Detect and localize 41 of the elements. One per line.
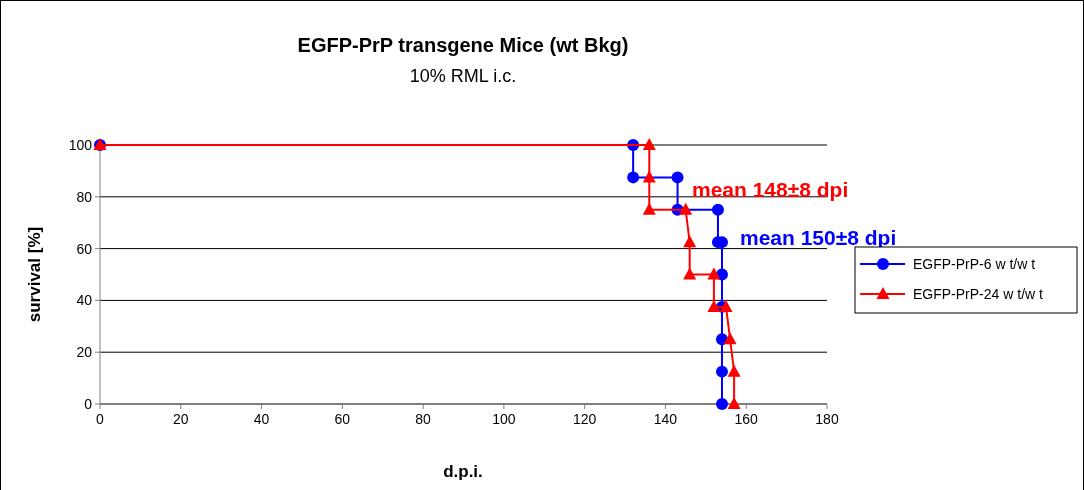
x-tick-label: 20 <box>172 411 189 427</box>
point <box>723 332 737 345</box>
x-tick-label: 80 <box>415 411 432 427</box>
x-axis-title: d.p.i. <box>443 462 483 481</box>
x-tick-label: 120 <box>572 411 597 427</box>
y-tick-label: 40 <box>76 292 93 309</box>
point <box>642 202 656 215</box>
x-tick-label: 180 <box>815 411 839 427</box>
x-tick-label: 40 <box>253 411 270 427</box>
chart-subtitle: 10% RML i.c. <box>409 66 517 86</box>
point <box>679 202 693 215</box>
y-tick-label: 100 <box>68 137 93 153</box>
x-tick-label: 140 <box>653 411 678 427</box>
point <box>707 299 721 312</box>
y-axis-title: survival [%] <box>25 226 44 323</box>
chart-title: EGFP-PrP transgene Mice (wt Bkg) <box>297 34 629 56</box>
point <box>671 171 684 184</box>
y-tick-label: 20 <box>76 344 93 361</box>
point <box>683 267 697 280</box>
annotation: mean 150±8 dpi <box>740 226 897 249</box>
y-tick-label: 80 <box>76 188 93 205</box>
point <box>715 398 728 410</box>
point <box>627 171 640 184</box>
point <box>727 397 741 409</box>
legend-label: EGFP-PrP-24 w t/w t <box>913 286 1044 302</box>
legend-label: EGFP-PrP-6 w t/w t <box>913 256 1036 272</box>
x-tick-label: 160 <box>734 411 759 427</box>
x-tick-label: 100 <box>492 411 516 427</box>
point <box>642 170 656 183</box>
y-tick-label: 0 <box>84 396 93 412</box>
y-tick-label: 60 <box>76 240 93 257</box>
x-tick-label: 0 <box>96 411 105 427</box>
point <box>715 365 728 378</box>
x-tick-label: 60 <box>334 411 351 427</box>
point <box>707 267 721 280</box>
annotation: mean 148±8 dpi <box>692 178 849 201</box>
point <box>727 364 741 377</box>
point <box>642 138 656 150</box>
point <box>711 203 724 216</box>
point <box>719 299 733 312</box>
point <box>683 235 697 248</box>
